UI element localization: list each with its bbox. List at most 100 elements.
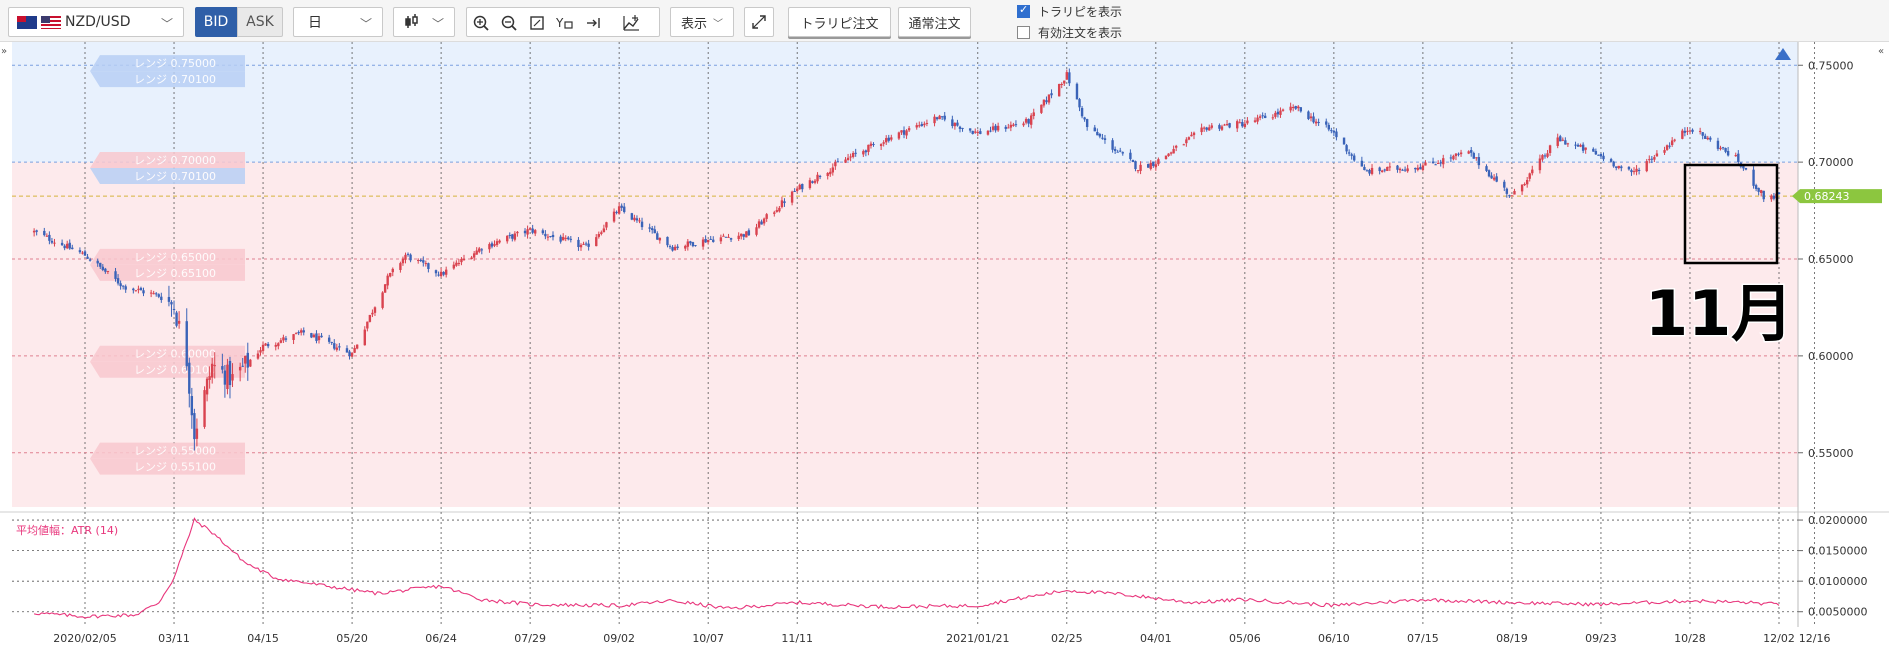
candle: [1330, 127, 1333, 134]
candle: [208, 366, 211, 389]
zoom-in-button[interactable]: [467, 8, 495, 38]
candle: [1505, 187, 1509, 198]
ask-button[interactable]: ASK: [237, 7, 283, 37]
normal-order-button[interactable]: 通常注文: [898, 7, 971, 37]
scroll-end-button[interactable]: [579, 8, 607, 38]
candle: [404, 252, 407, 264]
candle: [1525, 176, 1529, 188]
candle: [1653, 154, 1656, 163]
candle: [1129, 149, 1132, 161]
fit-button[interactable]: [523, 8, 551, 38]
candle: [612, 208, 616, 223]
candle: [879, 143, 883, 150]
candle: [1291, 104, 1295, 112]
display-button[interactable]: 表示 ﹀: [670, 7, 734, 37]
fullscreen-button[interactable]: [744, 7, 774, 37]
zoom-out-button[interactable]: [495, 8, 523, 38]
atr-y-tick-label: 0.0150000: [1808, 545, 1868, 558]
period-select[interactable]: 日 ﹀: [293, 7, 383, 37]
candle: [778, 206, 781, 213]
show-orders-toggle[interactable]: 有効注文を表示: [1017, 24, 1122, 41]
candle: [1309, 113, 1313, 122]
candle: [1004, 125, 1007, 132]
range-order-label[interactable]: レンジ 0.65000 レンジ 0.65100: [90, 248, 245, 281]
y-axis-button[interactable]: Y: [551, 8, 579, 38]
candle: [1103, 134, 1107, 144]
scroll-latest-icon[interactable]: [1775, 48, 1791, 60]
candle: [317, 333, 321, 344]
range-order-label[interactable]: レンジ 0.60000 レンジ 0.60100: [90, 345, 245, 378]
show-orders-checkbox[interactable]: [1017, 26, 1030, 39]
candle: [1063, 80, 1066, 87]
candle: [226, 358, 229, 395]
candle: [1398, 167, 1402, 174]
candle: [1602, 152, 1605, 162]
atr-title: 平均値幅：ATR (14): [16, 524, 118, 537]
candle: [1467, 150, 1470, 155]
candle: [846, 153, 850, 161]
x-tick-label: 08/19: [1496, 632, 1528, 645]
candle: [353, 345, 356, 354]
candle: [920, 121, 924, 127]
candle: [976, 129, 979, 137]
candle: [142, 287, 145, 297]
candle: [1416, 164, 1420, 172]
candle: [549, 236, 552, 238]
candle: [261, 341, 265, 355]
candle: [709, 235, 712, 240]
pair-select[interactable]: NZD/USD ﹀: [8, 7, 184, 37]
candle: [882, 140, 885, 147]
candle: [1645, 158, 1648, 173]
candle: [1202, 126, 1206, 132]
candle: [1681, 128, 1684, 140]
candle: [1012, 122, 1015, 127]
candle: [925, 119, 929, 127]
chart-type-select[interactable]: ﹀: [393, 7, 455, 37]
trail-order-button[interactable]: トラリピ注文: [788, 7, 891, 37]
current-price-tag: [1792, 189, 1882, 204]
candle: [368, 314, 372, 323]
candlestick-icon: [405, 14, 418, 28]
candle: [1396, 164, 1399, 173]
expand-left-icon[interactable]: »: [1, 46, 8, 57]
y-tick-label: 0.60000: [1808, 350, 1854, 363]
show-trail-checkbox[interactable]: [1017, 3, 1030, 18]
x-tick-label: 11/11: [781, 632, 813, 645]
candle: [712, 236, 715, 243]
candle: [531, 224, 534, 235]
candle: [1597, 154, 1600, 156]
candle: [1047, 94, 1051, 105]
candle: [1503, 179, 1506, 192]
candle: [938, 114, 941, 120]
range-zones: [0, 42, 1889, 627]
candle: [495, 238, 499, 247]
range-order-label[interactable]: レンジ 0.70000 レンジ 0.70100: [90, 151, 245, 184]
candle: [1314, 118, 1318, 127]
candle: [935, 116, 939, 121]
candle: [381, 291, 384, 310]
candle: [1271, 114, 1275, 121]
candle: [1419, 163, 1422, 170]
candle: [1401, 168, 1404, 171]
candle: [780, 196, 784, 209]
add-indicator-button[interactable]: [617, 8, 645, 38]
candle: [704, 235, 707, 243]
candle: [490, 241, 494, 249]
candle: [722, 233, 725, 237]
candle: [1436, 160, 1440, 165]
candle: [63, 244, 66, 251]
bid-button[interactable]: BID: [195, 7, 237, 37]
range-order-label[interactable]: レンジ 0.75000 レンジ 0.70100: [90, 55, 245, 88]
chevron-down-icon: ﹀: [359, 17, 372, 31]
candle: [923, 121, 926, 128]
candle: [1258, 114, 1262, 121]
range-order-label[interactable]: レンジ 0.55000 レンジ 0.55100: [90, 442, 245, 475]
candle: [862, 149, 865, 158]
expand-right-icon[interactable]: «: [1878, 46, 1885, 57]
show-trail-toggle[interactable]: トラリピを表示: [1017, 3, 1122, 20]
atr-y-tick-label: 0.0050000: [1808, 606, 1868, 619]
candle: [1294, 105, 1297, 110]
candle: [1538, 154, 1542, 174]
candle: [1670, 137, 1674, 147]
